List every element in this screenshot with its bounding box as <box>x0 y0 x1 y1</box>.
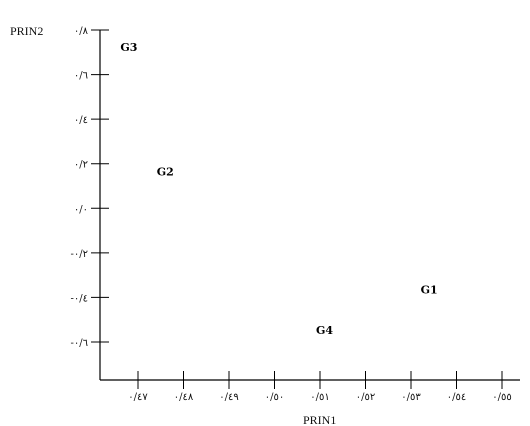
points-group: G3 G2 G1 G4 <box>120 41 437 337</box>
y-tick-label: ٠/٠ <box>74 204 88 215</box>
x-ticks-group: ٠/٤٧ ٠/٤٨ ٠/٤٩ ٠/٥٠ ٠/٥١ ٠/٥٢ ٠/٥٣ ٠/٥٤ ٠/٥٥ <box>128 371 512 403</box>
point-label-g2: G2 <box>157 166 174 179</box>
point-label-g1: G1 <box>421 284 438 297</box>
x-tick-label: ٠/٤٧ <box>128 392 148 403</box>
x-tick-label: ٠/٤٩ <box>219 392 238 403</box>
x-axis-title: PRIN1 <box>303 413 336 426</box>
y-tick-label: ٠/٨ <box>74 26 89 37</box>
y-tick-label: -٠/٦ <box>70 338 88 349</box>
point-label-g4: G4 <box>316 324 333 337</box>
x-tick-label: ٠/٥٢ <box>356 392 375 403</box>
x-tick-label: ٠/٤٨ <box>174 392 194 403</box>
x-tick-label: ٠/٥١ <box>310 392 329 403</box>
y-ticks-group: ٠/٨ ٠/٦ ٠/٤ ٠/٢ ٠/٠ -٠/٢ -٠/٤ -٠/٦ <box>70 26 109 349</box>
y-tick-label: ٠/٤ <box>74 115 88 126</box>
x-tick-label: ٠/٥٥ <box>492 392 511 403</box>
y-tick-label: ٠/٦ <box>74 71 88 82</box>
y-tick-label: -٠/٢ <box>70 249 88 260</box>
y-tick-label: -٠/٤ <box>70 293 88 304</box>
x-tick-label: ٠/٥٠ <box>265 392 284 403</box>
point-label-g3: G3 <box>120 41 137 54</box>
x-tick-label: ٠/٥٣ <box>401 392 421 403</box>
y-tick-label: ٠/٢ <box>74 160 88 171</box>
y-axis-title: PRIN2 <box>10 24 43 38</box>
x-tick-label: ٠/٥٤ <box>447 392 466 403</box>
